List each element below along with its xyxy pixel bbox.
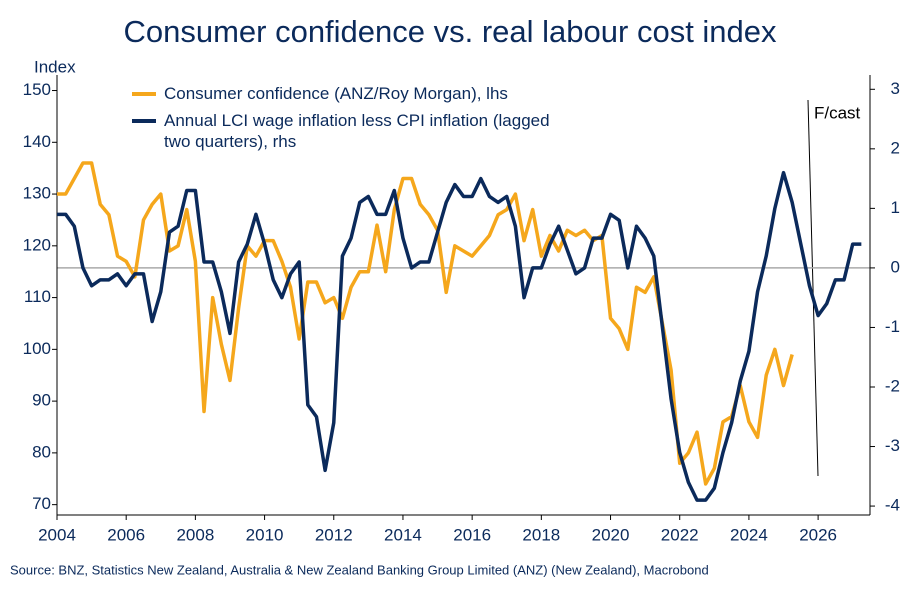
legend-swatch bbox=[132, 92, 156, 96]
y-tick-label: 70 bbox=[32, 494, 51, 513]
y-tick-label: 120 bbox=[23, 235, 51, 254]
forecast-divider bbox=[807, 99, 819, 477]
legend-swatch bbox=[132, 119, 156, 123]
x-tick-label: 2012 bbox=[315, 525, 353, 544]
source-note: Source: BNZ, Statistics New Zealand, Aus… bbox=[10, 562, 709, 577]
x-tick-label: 2018 bbox=[522, 525, 560, 544]
y2-tick-label: 1 bbox=[891, 198, 900, 217]
y2-tick-label: 3 bbox=[891, 79, 900, 98]
y-tick-label: 90 bbox=[32, 391, 51, 410]
y2-tick-label: -3 bbox=[885, 436, 900, 455]
series-line bbox=[57, 161, 794, 486]
x-tick-label: 2006 bbox=[107, 525, 145, 544]
y-axis-label: Index bbox=[34, 57, 76, 76]
y2-tick-label: 2 bbox=[891, 138, 900, 157]
series-line bbox=[57, 170, 862, 502]
x-tick-label: 2016 bbox=[453, 525, 491, 544]
x-tick-label: 2026 bbox=[799, 525, 837, 544]
chart-title: Consumer confidence vs. real labour cost… bbox=[123, 14, 777, 49]
y-tick-label: 150 bbox=[23, 80, 51, 99]
y2-tick-label: 0 bbox=[891, 257, 900, 276]
x-tick-label: 2004 bbox=[38, 525, 76, 544]
forecast-label: F/cast bbox=[814, 103, 861, 122]
y2-tick-label: -4 bbox=[885, 496, 900, 515]
x-tick-label: 2020 bbox=[592, 525, 630, 544]
y-tick-label: 110 bbox=[24, 287, 51, 306]
x-tick-label: 2010 bbox=[246, 525, 284, 544]
y2-tick-label: -2 bbox=[885, 376, 900, 395]
y-tick-label: 130 bbox=[23, 184, 51, 203]
legend-label: Consumer confidence (ANZ/Roy Morgan), lh… bbox=[164, 84, 508, 103]
legend-label: Annual LCI wage inflation less CPI infla… bbox=[164, 111, 550, 151]
x-tick-label: 2014 bbox=[384, 525, 422, 544]
y2-tick-label: -1 bbox=[885, 317, 900, 336]
x-tick-label: 2008 bbox=[176, 525, 214, 544]
y-tick-label: 100 bbox=[23, 339, 51, 358]
legend: Consumer confidence (ANZ/Roy Morgan), lh… bbox=[132, 83, 572, 158]
legend-item: Annual LCI wage inflation less CPI infla… bbox=[132, 110, 572, 152]
x-tick-label: 2024 bbox=[730, 525, 768, 544]
y-tick-label: 80 bbox=[32, 442, 51, 461]
x-tick-label: 2022 bbox=[661, 525, 699, 544]
y-tick-label: 140 bbox=[23, 132, 51, 151]
legend-item: Consumer confidence (ANZ/Roy Morgan), lh… bbox=[132, 83, 572, 104]
